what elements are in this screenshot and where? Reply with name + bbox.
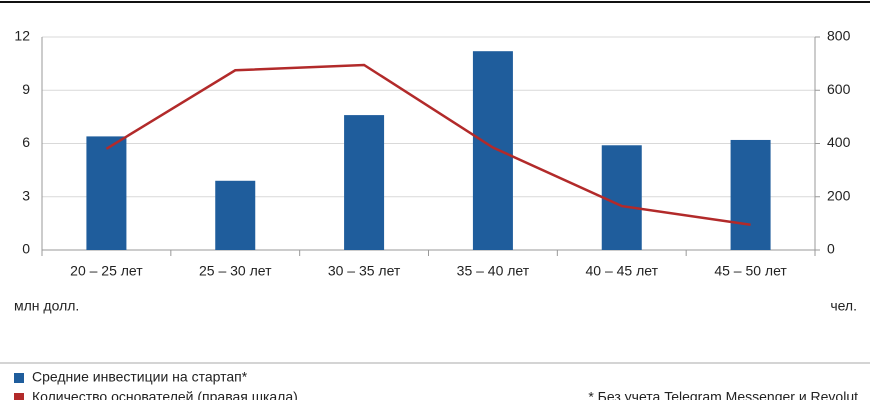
x-tick-label: 30 – 35 лет xyxy=(328,263,401,279)
bar xyxy=(601,145,642,250)
y-tick-label: 12 xyxy=(14,28,30,44)
y2-tick-label: 800 xyxy=(827,28,851,44)
y2-tick-label: 0 xyxy=(827,241,835,257)
y2-tick-label: 600 xyxy=(827,81,851,97)
legend-label: Количество основателей (правая шкала) xyxy=(32,389,298,400)
y-tick-label: 0 xyxy=(22,241,30,257)
x-tick-label: 20 – 25 лет xyxy=(70,263,143,279)
y2-tick-label: 400 xyxy=(827,134,851,150)
bar xyxy=(215,180,256,250)
y-tick-label: 3 xyxy=(22,187,30,203)
y2-axis-label: чел. xyxy=(830,298,857,314)
y-tick-label: 9 xyxy=(22,81,30,97)
legend-swatch xyxy=(14,373,24,383)
legend-label: Средние инвестиции на стартап* xyxy=(32,369,248,385)
line xyxy=(105,63,751,226)
x-tick-label: 25 – 30 лет xyxy=(199,263,272,279)
x-tick-label: 45 – 50 лет xyxy=(714,263,787,279)
bar xyxy=(344,115,385,250)
y-tick-label: 6 xyxy=(22,134,30,150)
x-tick-label: 35 – 40 лет xyxy=(457,263,530,279)
bar xyxy=(472,51,513,251)
y-axis-label: млн долл. xyxy=(14,298,79,314)
bar xyxy=(86,136,127,250)
legend-swatch xyxy=(14,393,24,400)
x-tick-label: 40 – 45 лет xyxy=(585,263,658,279)
bar xyxy=(730,139,771,250)
y2-tick-label: 200 xyxy=(827,187,851,203)
footnote: * Без учета Telegram Messenger и Revolut xyxy=(588,389,858,400)
